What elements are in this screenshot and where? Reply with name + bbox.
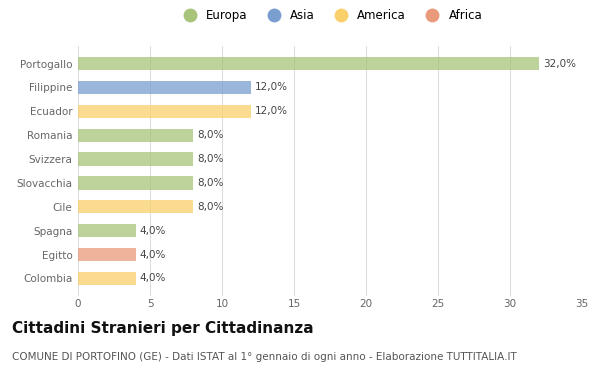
Bar bbox=[78, 248, 136, 261]
Text: 8,0%: 8,0% bbox=[197, 178, 224, 188]
Bar bbox=[78, 81, 251, 94]
Bar bbox=[78, 200, 193, 214]
Legend: Europa, Asia, America, Africa: Europa, Asia, America, Africa bbox=[175, 6, 485, 24]
Bar bbox=[78, 224, 136, 237]
Text: COMUNE DI PORTOFINO (GE) - Dati ISTAT al 1° gennaio di ogni anno - Elaborazione : COMUNE DI PORTOFINO (GE) - Dati ISTAT al… bbox=[12, 352, 517, 361]
Bar bbox=[78, 57, 539, 70]
Text: 12,0%: 12,0% bbox=[255, 106, 288, 116]
Bar bbox=[78, 272, 136, 285]
Bar bbox=[78, 105, 251, 118]
Text: 32,0%: 32,0% bbox=[543, 59, 576, 68]
Bar bbox=[78, 152, 193, 166]
Text: 12,0%: 12,0% bbox=[255, 82, 288, 92]
Bar bbox=[78, 128, 193, 142]
Text: Cittadini Stranieri per Cittadinanza: Cittadini Stranieri per Cittadinanza bbox=[12, 321, 314, 336]
Text: 4,0%: 4,0% bbox=[140, 274, 166, 283]
Text: 8,0%: 8,0% bbox=[197, 130, 224, 140]
Text: 8,0%: 8,0% bbox=[197, 154, 224, 164]
Bar bbox=[78, 176, 193, 190]
Text: 4,0%: 4,0% bbox=[140, 250, 166, 260]
Text: 8,0%: 8,0% bbox=[197, 202, 224, 212]
Text: 4,0%: 4,0% bbox=[140, 226, 166, 236]
